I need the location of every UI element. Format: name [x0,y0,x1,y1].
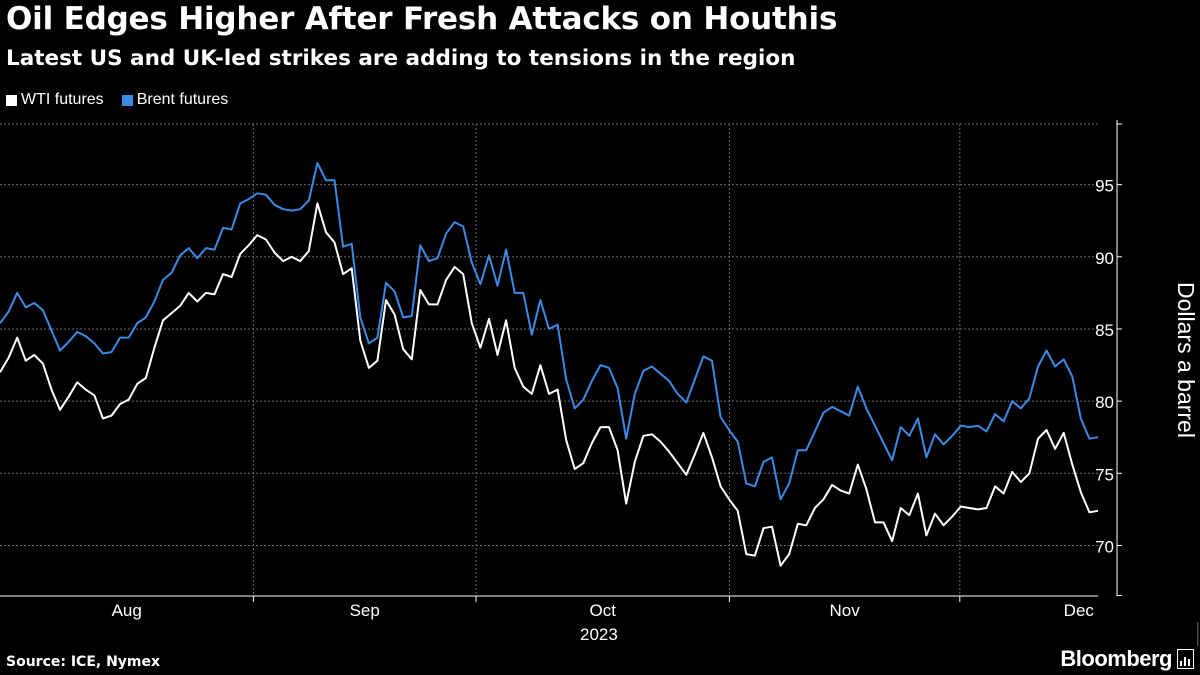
legend-swatch-wti [6,94,17,106]
chart-subtitle: Latest US and UK-led strikes are adding … [6,46,796,71]
y-axis-label: Dollars a barrel [1173,282,1199,438]
legend-label-wti: WTI futures [21,91,104,108]
x-tick-label: Nov [829,601,860,620]
y-tick-label: 70 [1095,537,1114,556]
year-label: 2023 [580,625,618,644]
source-note: Source: ICE, Nymex [6,654,161,670]
bloomberg-logo: Bloomberg [1060,646,1194,672]
y-tick-label: 90 [1095,249,1114,268]
chart-logo-icon [1177,649,1194,669]
y-tick-label: 95 [1095,177,1114,196]
y-tick-label: 80 [1095,393,1114,412]
x-tick-label: Dec [1064,601,1095,620]
y-tick-label: 75 [1095,465,1114,484]
series-line-wti [0,202,1099,567]
x-tick-label: Sep [350,601,380,620]
legend-swatch-brent [121,94,133,106]
legend-label-brent: Brent futures [136,91,229,108]
legend-item-wti: WTI futures [6,91,104,109]
x-tick-label: Aug [112,601,142,620]
legend: WTI futures Brent futures [6,91,246,109]
brand-name: Bloomberg [1060,646,1172,671]
legend-item-brent: Brent futures [121,91,229,109]
chart-title: Oil Edges Higher After Fresh Attacks on … [6,1,838,37]
y-tick-label: 85 [1095,321,1114,340]
series-line-brent [0,162,1099,501]
x-tick-label: Oct [590,601,617,620]
